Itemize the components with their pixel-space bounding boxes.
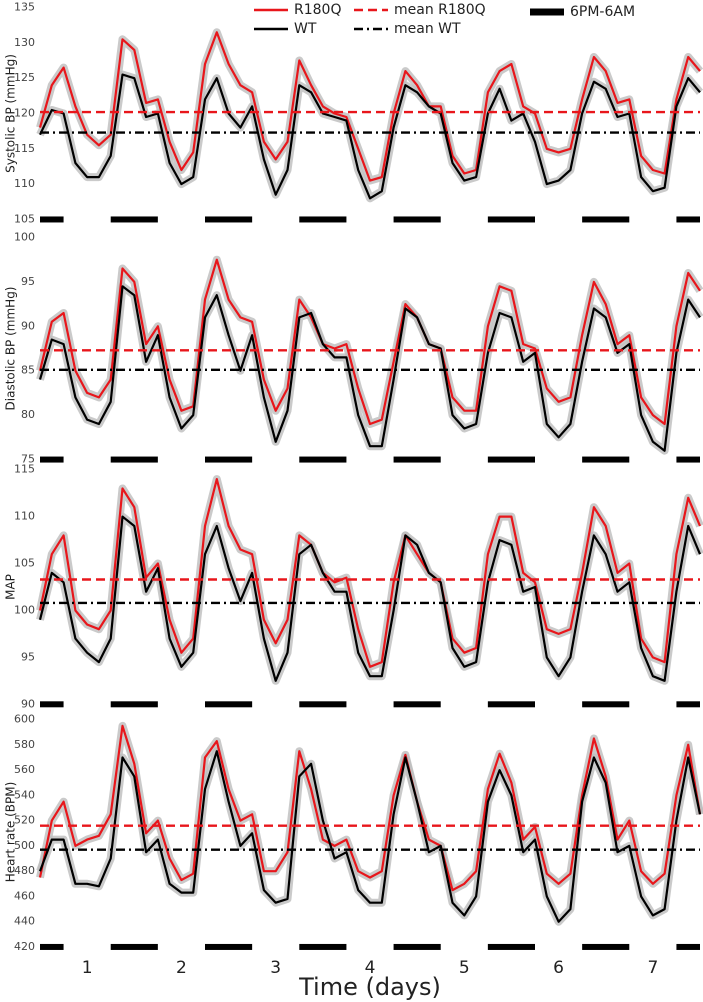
y-tick-label: 110 (14, 510, 35, 523)
y-tick-label: 105 (14, 212, 35, 225)
x-tick-label: 3 (270, 958, 281, 978)
y-tick-label: 85 (21, 364, 35, 377)
night-bar (110, 216, 158, 223)
night-bar (299, 216, 347, 223)
y-tick-label: 420 (14, 940, 35, 953)
night-bar (393, 216, 441, 223)
y-tick-label: 75 (21, 453, 35, 466)
series-line (38, 750, 702, 923)
night-bar (582, 943, 630, 950)
y-tick-label: 540 (14, 788, 35, 801)
night-bar (393, 943, 441, 950)
y-tick-label: 125 (14, 71, 35, 84)
series-line (38, 258, 701, 426)
night-bar (393, 456, 441, 463)
series-line (38, 515, 702, 682)
night-bar (487, 943, 535, 950)
night-bar (487, 216, 535, 223)
y-tick-label: 95 (21, 275, 35, 288)
series-line (39, 73, 701, 200)
series-line (38, 724, 702, 892)
y-tick-label: 105 (14, 557, 35, 570)
legend-label: mean R180Q (394, 2, 486, 18)
night-bar (299, 701, 347, 708)
night-bar (676, 943, 700, 950)
legend-label: R180Q (294, 2, 341, 18)
y-tick-label: 95 (21, 650, 35, 663)
y-tick-label: 460 (14, 889, 35, 902)
legend-label: 6PM-6AM (570, 4, 635, 20)
series-line (38, 285, 701, 452)
y-tick-label: 520 (14, 814, 35, 827)
legend-label: WT (294, 21, 317, 37)
night-bar (582, 456, 630, 463)
night-bar (676, 456, 700, 463)
night-bar (676, 701, 700, 708)
y-tick-label: 580 (14, 738, 35, 751)
legend-label: mean WT (394, 21, 461, 37)
night-bar (40, 701, 64, 708)
night-bar (487, 456, 535, 463)
x-tick-label: 5 (459, 958, 470, 978)
y-tick-label: 115 (14, 463, 35, 476)
night-bar (110, 943, 158, 950)
night-bar (676, 216, 700, 223)
night-bar (487, 701, 535, 708)
night-bar (40, 216, 64, 223)
series-line (38, 478, 702, 668)
y-tick-label: 130 (14, 36, 35, 49)
series-line (38, 31, 701, 182)
night-bar (582, 701, 630, 708)
night-bar (110, 701, 158, 708)
y-axis-label: Systolic BP (mmHg) (4, 54, 18, 173)
night-bar (205, 216, 253, 223)
y-tick-label: 90 (21, 319, 35, 332)
y-tick-label: 560 (14, 763, 35, 776)
y-tick-label: 80 (21, 408, 35, 421)
x-axis-label: Time (days) (298, 973, 441, 1001)
y-tick-label: 90 (21, 697, 35, 710)
night-bar (205, 701, 253, 708)
night-bar (110, 456, 158, 463)
y-tick-label: 600 (14, 713, 35, 726)
y-tick-label: 120 (14, 107, 35, 120)
y-axis-label: Heart rate (BPM) (4, 782, 18, 883)
x-tick-label: 7 (647, 958, 658, 978)
y-tick-label: 100 (14, 230, 35, 243)
y-axis-label: MAP (4, 574, 18, 600)
x-tick-label: 4 (365, 958, 376, 978)
night-bar (393, 701, 441, 708)
night-bar (40, 943, 64, 950)
y-tick-label: 110 (14, 177, 35, 190)
night-bar (40, 456, 64, 463)
night-bar (299, 456, 347, 463)
y-tick-label: 480 (14, 864, 35, 877)
y-tick-label: 115 (14, 142, 35, 155)
y-tick-label: 440 (14, 915, 35, 928)
x-tick-label: 2 (176, 958, 187, 978)
y-tick-label: 500 (14, 839, 35, 852)
x-tick-label: 6 (553, 958, 564, 978)
x-tick-label: 1 (82, 958, 93, 978)
y-tick-label: 135 (14, 1, 35, 14)
night-bar (582, 216, 630, 223)
y-axis-label: Diastolic BP (mmHg) (4, 287, 18, 411)
night-bar (205, 456, 253, 463)
y-tick-label: 100 (14, 603, 35, 616)
night-bar (205, 943, 253, 950)
night-bar (299, 943, 347, 950)
